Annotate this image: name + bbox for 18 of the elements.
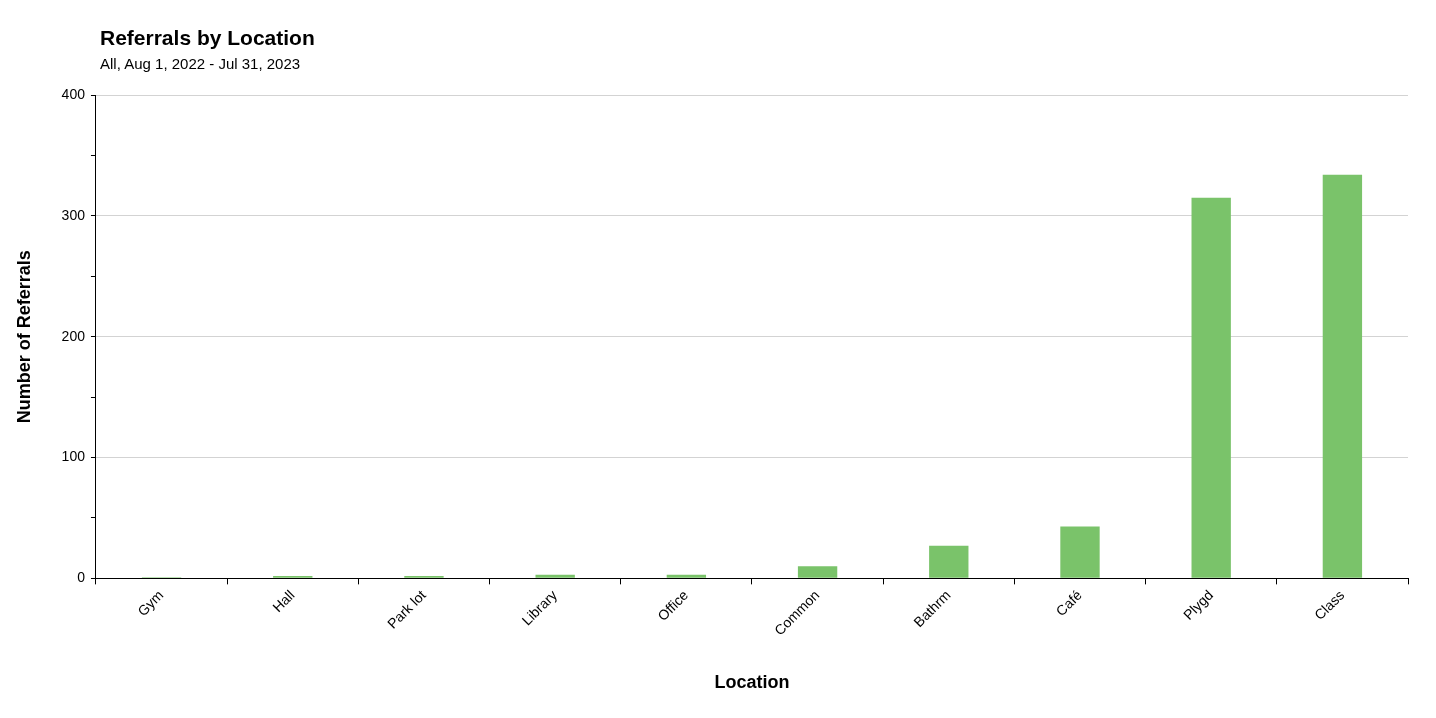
bar <box>1191 197 1231 578</box>
bar <box>666 574 707 578</box>
y-tick-label: 200 <box>61 327 86 344</box>
chart-title: Referrals by Location <box>100 26 315 50</box>
bar <box>535 574 575 578</box>
x-tick-label: Hall <box>269 586 298 616</box>
y-tick-label: 400 <box>61 85 86 102</box>
bar <box>1060 526 1100 578</box>
y-tick-label: 300 <box>61 206 86 223</box>
x-tick-label: Gym <box>134 586 167 620</box>
chart-subtitle: All, Aug 1, 2022 - Jul 31, 2023 <box>100 55 301 72</box>
y-tick-label: 100 <box>61 448 86 465</box>
x-axis-title: Location <box>714 672 790 693</box>
y-axis-title: Number of Referrals <box>13 250 34 424</box>
y-tick-label: 0 <box>77 569 86 586</box>
bar <box>929 545 969 578</box>
bar <box>1322 174 1363 578</box>
bar <box>797 566 838 578</box>
